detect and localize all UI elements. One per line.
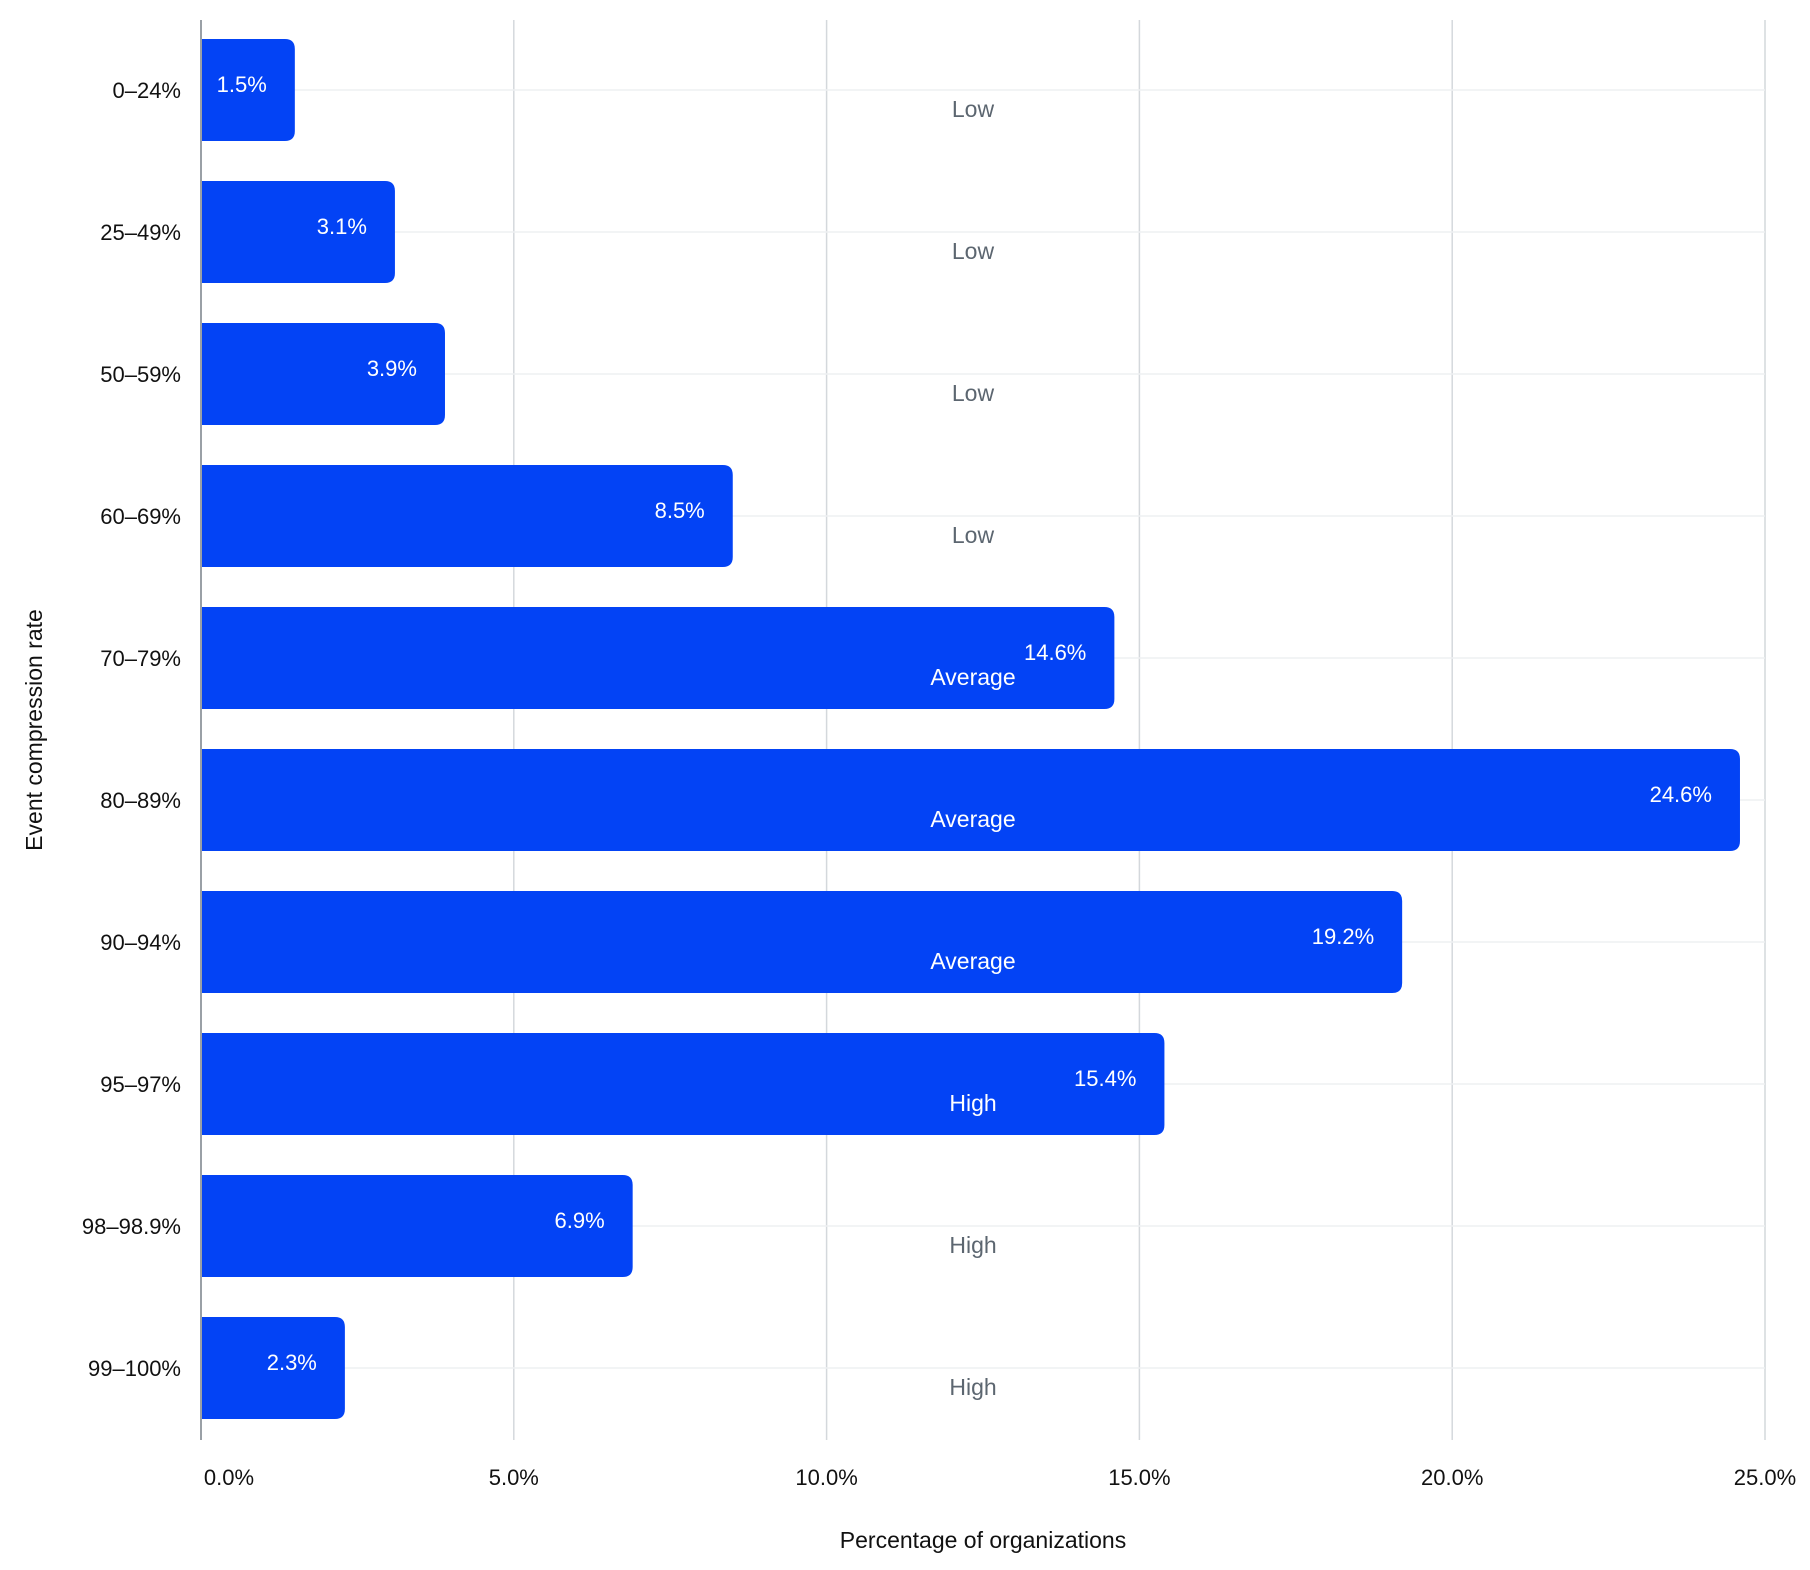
bar: [201, 465, 733, 567]
bar-value-label: 24.6%: [1650, 782, 1712, 807]
bar-value-label: 2.3%: [267, 1350, 317, 1375]
tier-label: Low: [952, 96, 995, 122]
tier-label: High: [949, 1090, 996, 1116]
x-axis-title: Percentage of organizations: [840, 1527, 1126, 1553]
bar-value-label: 3.1%: [317, 214, 367, 239]
y-tick-label: 95–97%: [100, 1072, 181, 1097]
bar: [201, 1317, 345, 1419]
y-tick-label: 0–24%: [112, 78, 181, 103]
y-axis-title: Event compression rate: [21, 609, 47, 851]
bar-value-label: 1.5%: [217, 72, 267, 97]
y-tick-label: 70–79%: [100, 646, 181, 671]
tier-label: High: [949, 1374, 996, 1400]
tier-label: Low: [952, 522, 995, 548]
bar: [201, 891, 1403, 993]
y-tick-label: 99–100%: [88, 1356, 181, 1381]
bar: [201, 607, 1115, 709]
y-tick-label: 25–49%: [100, 220, 181, 245]
bar: [201, 749, 1740, 851]
y-tick-label: 60–69%: [100, 504, 181, 529]
x-tick-label: 10.0%: [795, 1465, 857, 1490]
tier-label: Low: [952, 238, 995, 264]
tier-label: Average: [930, 948, 1015, 974]
tier-label: Low: [952, 380, 995, 406]
y-tick-label: 80–89%: [100, 788, 181, 813]
bar-value-label: 14.6%: [1024, 640, 1086, 665]
y-tick-label: 98–98.9%: [82, 1214, 181, 1239]
x-tick-label: 0.0%: [204, 1465, 254, 1490]
x-tick-label: 15.0%: [1108, 1465, 1170, 1490]
y-tick-label: 50–59%: [100, 362, 181, 387]
bar: [201, 181, 395, 283]
bar-value-label: 15.4%: [1074, 1066, 1136, 1091]
tier-label: High: [949, 1232, 996, 1258]
y-tick-label: 90–94%: [100, 930, 181, 955]
tier-label: Average: [930, 806, 1015, 832]
bars: 1.5% Low 3.1% Low 3.9% Low 8.5% Low 14.6% Average…: [201, 39, 1740, 1419]
bar: [201, 1033, 1165, 1135]
bar-value-label: 19.2%: [1312, 924, 1374, 949]
bar: [201, 323, 445, 425]
bar: [201, 39, 295, 141]
x-tick-label: 25.0%: [1734, 1465, 1796, 1490]
y-axis-ticks: 0–24% 25–49% 50–59% 60–69% 70–79% 80–89% 90–94…: [82, 78, 181, 1381]
bar-value-label: 6.9%: [555, 1208, 605, 1233]
bar-value-label: 8.5%: [655, 498, 705, 523]
x-tick-label: 5.0%: [489, 1465, 539, 1490]
x-tick-label: 20.0%: [1421, 1465, 1483, 1490]
tier-label: Average: [930, 664, 1015, 690]
bar: [201, 1175, 633, 1277]
x-axis-ticks: 0.0% 5.0% 10.0% 15.0% 20.0% 25.0%: [204, 1465, 1796, 1490]
bar-value-label: 3.9%: [367, 356, 417, 381]
